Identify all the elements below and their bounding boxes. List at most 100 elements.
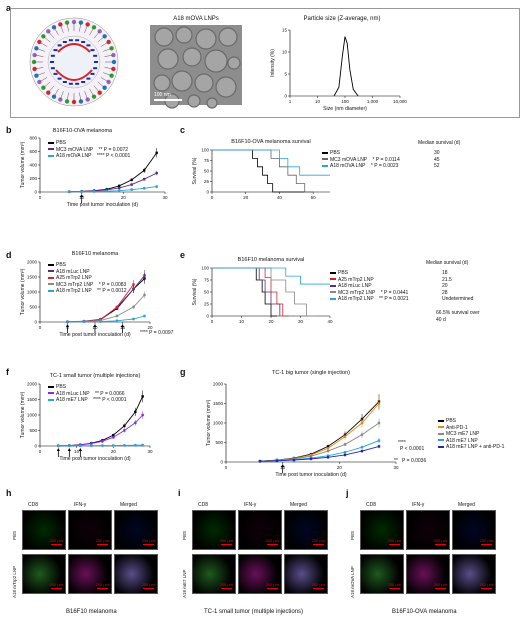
y-axis-label: Tumor volume (mm³) — [20, 391, 26, 438]
data-point — [143, 274, 146, 277]
panel-label-h: h — [6, 488, 12, 498]
series-line-a18-mova-lnp — [69, 186, 157, 193]
chart-d: 050010001500200005101520Tumor volume (mm… — [20, 251, 153, 338]
x-tick-label: 20 — [111, 449, 117, 454]
legend-stat: * P = 0.0083 — [97, 281, 127, 288]
data-point — [343, 435, 347, 438]
data-point — [57, 444, 60, 448]
data-point — [326, 454, 330, 457]
x-tick-label: 30 — [162, 195, 168, 200]
legend-label: PBS — [330, 150, 341, 156]
legend-swatch — [48, 270, 54, 273]
injection-arrowhead — [56, 448, 60, 451]
series-line-data — [333, 36, 359, 97]
scale-bar — [389, 543, 400, 545]
legend-item: A18 mOVA LNP * P = 0.0023 52 — [322, 163, 440, 170]
injection-arrowhead — [80, 194, 84, 197]
data-point — [80, 190, 83, 193]
x-axis-label: Time post tumor inoculation (d) — [275, 472, 347, 478]
scale-bar — [389, 587, 400, 589]
data-point — [360, 445, 364, 449]
legend-e-note: 66.5% survival over 40 d — [436, 310, 480, 323]
lipid-tail — [66, 92, 69, 102]
lipid-tail — [104, 67, 114, 70]
y-tick-label: 5 — [284, 72, 287, 77]
legend-swatch — [322, 151, 328, 154]
series-line-a18-mova-lnp — [212, 149, 330, 176]
scale-bar — [221, 587, 232, 589]
x-tick-label: 30 — [147, 449, 153, 454]
panel-label-j: j — [346, 488, 349, 498]
lipid-head — [111, 66, 116, 72]
y-tick-label: 10 — [282, 50, 288, 55]
legend-label: A18 mLuc LNP — [338, 283, 372, 289]
legend-median: 28 — [442, 289, 448, 296]
lipid-tail — [48, 31, 55, 39]
lipid-tail — [103, 48, 112, 52]
scale-bar — [313, 543, 324, 545]
scale-label: 200 μm — [219, 538, 233, 543]
data-point — [155, 151, 158, 155]
panel-label-d: d — [6, 250, 12, 260]
injection-arrowhead — [281, 464, 285, 467]
micro-tile: 200 μm — [452, 510, 496, 550]
lipid-core — [86, 77, 91, 80]
legend-label: A18 mLuc LNP — [56, 268, 90, 275]
y-tick-label: 25 — [204, 302, 210, 307]
lipid-tail — [34, 54, 44, 57]
micro-tile: 200 μm — [114, 510, 158, 550]
scale-label: 200 μm — [311, 582, 325, 587]
legend-label: A18 mE7 LNP — [446, 437, 478, 444]
lipid-tail — [60, 91, 64, 100]
lipid-head — [85, 22, 90, 27]
y-tick-label: 15 — [282, 28, 288, 33]
micro-tile: 200 μm — [406, 510, 450, 550]
legend-item: PBS 18 — [330, 270, 448, 277]
x-axis-label: Time post tumor inoculation (d) — [59, 456, 131, 462]
data-point — [112, 444, 115, 447]
legend-stat: ** P = 0.0066 — [93, 390, 125, 397]
data-point — [360, 421, 364, 425]
x-tick-label: 0 — [39, 449, 42, 454]
lipid-tail — [93, 31, 100, 39]
legend-item: A25 mTrp2 LNP — [48, 275, 127, 282]
legend-swatch — [48, 263, 54, 266]
scale-label: 200 μm — [265, 538, 279, 543]
data-point — [90, 444, 93, 447]
data-point — [377, 421, 381, 425]
legend-swatch — [48, 392, 54, 395]
lipid-core — [86, 44, 91, 47]
legend-swatch — [48, 289, 54, 292]
data-point — [101, 440, 104, 443]
x-axis-label: Size (nm diameter) — [323, 106, 367, 112]
data-point — [134, 421, 137, 424]
lipid-tail — [89, 27, 95, 36]
legend-item: PBS 30 — [322, 150, 440, 157]
scale-label: 200 μm — [433, 582, 447, 587]
lipid-tail — [39, 77, 48, 83]
scale-bar — [435, 543, 446, 545]
x-tick-label: 20 — [337, 465, 343, 470]
panel-label-i: i — [178, 488, 181, 498]
legend-e: Median survival (d) PBS 18 A25 mTrp2 LNP 21… — [330, 260, 480, 323]
micro-tile: 200 μm — [22, 554, 66, 594]
legend-swatch — [438, 419, 444, 422]
panel-label-a: a — [6, 3, 12, 13]
tem-image: 100 nm — [150, 25, 242, 109]
legend-median: 52 — [434, 163, 440, 169]
y-axis-label: Tumor volume (mm³) — [20, 141, 26, 188]
legend-label: A18 mLuc LNP — [56, 390, 90, 397]
y-tick-label: 0 — [206, 190, 209, 195]
legend-label: A18 mTrp2 LNP — [56, 288, 92, 294]
lnp-schematic — [29, 17, 119, 107]
data-point — [90, 442, 93, 445]
legend-item: A18 mLuc LNP — [48, 269, 127, 276]
lipid-tail — [43, 36, 51, 43]
legend-item: MC3 mTrp2 LNP * P = 0.0083 — [48, 282, 127, 289]
lipid-head — [64, 99, 70, 104]
caption-h: B16F10 melanoma — [66, 609, 117, 615]
micro-tile: 200 μm — [360, 510, 404, 550]
lipid-core — [53, 49, 58, 52]
data-point — [141, 395, 144, 398]
data-point — [105, 189, 108, 193]
